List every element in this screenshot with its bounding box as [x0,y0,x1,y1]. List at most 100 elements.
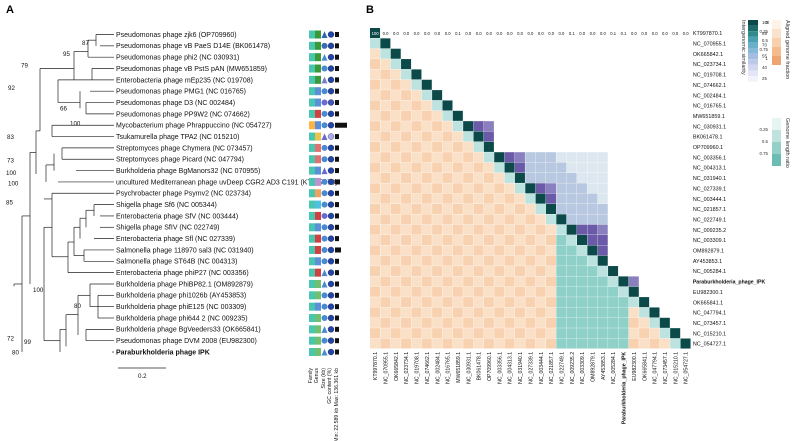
heatmap-cell [659,286,670,297]
heatmap-cell [659,203,670,214]
heatmap-cell [432,266,443,277]
heatmap-cell [494,214,505,225]
heatmap-cell [618,193,629,204]
heatmap-cell [628,131,639,142]
heatmap-cell [628,338,639,349]
heatmap-cell [597,162,608,173]
heatmap-cell [566,307,577,318]
scale-bar: 0.2 [118,367,166,380]
heatmap-cell [452,172,463,183]
heatmap-cell [504,203,515,214]
heatmap-cell [494,255,505,266]
heatmap-cell [545,59,556,70]
legend-swatch [772,29,781,38]
annotation-column-labels: Family Genus Size (kb) GC content (%) Min: 2… [308,368,340,441]
heatmap-cell [618,121,629,132]
heatmap-cell [421,276,432,287]
heatmap-cell [432,276,443,287]
heatmap-cell [494,203,505,214]
heatmap-cell [421,183,432,194]
heatmap-cell [463,214,474,225]
heatmap-cell [504,193,515,204]
heatmap-cell [442,172,453,183]
heatmap-cell [535,183,546,194]
heatmap-cell [442,193,453,204]
heatmap-cell [608,297,619,308]
heatmap-cell [370,338,381,349]
heatmap-cell [680,141,691,152]
heatmap-cell [370,317,381,328]
legend-swatch [772,47,781,56]
heatmap-column-label: NC_047794.1 [653,352,659,384]
heatmap-cell [514,110,525,121]
heatmap-row-label: NC_047794.1 [693,311,726,317]
legend-swatch [748,20,758,26]
heatmap-cell [659,328,670,339]
heatmap-cell [473,224,484,235]
heatmap-cell [494,245,505,256]
heatmap-cell [597,100,608,111]
heatmap-cell [473,172,484,183]
heatmap-cell [535,141,546,152]
heatmap-cell [432,69,443,80]
heatmap-cell [452,297,463,308]
heatmap-cell [463,338,474,349]
family-cell [309,245,315,254]
heatmap-row-label: NC_002484.1 [693,93,726,99]
heatmap-cell [566,276,577,287]
heatmap-cell [649,100,660,111]
heatmap-column-label: OK665842.1 [394,352,400,381]
tree-leaf-label: Shigella phage Sf6 (NC 005344) [116,202,217,209]
heatmap-cell [473,328,484,339]
heatmap-cell [463,297,474,308]
heatmap-cell [535,38,546,49]
heatmap-cell [452,48,463,59]
heatmap-cell [380,297,391,308]
heatmap-cell [380,48,391,59]
heatmap-cell [659,152,670,163]
family-cell [309,314,315,322]
heatmap-cell [411,141,422,152]
heatmap-cell [587,224,598,235]
heatmap-cell [525,79,536,90]
heatmap-cell [463,79,474,90]
heatmap-cell [370,286,381,297]
legend-swatch [748,53,758,60]
heatmap-cell [432,214,443,225]
heatmap-cell [504,110,515,121]
heatmap-cell [432,38,443,49]
heatmap-cell [483,297,494,308]
bootstrap-value: 92 [8,85,15,92]
heatmap-cell [411,90,422,101]
heatmap-cell [463,48,474,59]
gc-marker [327,269,335,276]
heatmap-cell [597,203,608,214]
heatmap-cell [680,286,691,297]
heatmap-cell [587,266,598,277]
heatmap-value: 0.1 [569,31,575,36]
heatmap-cell [587,328,598,339]
heatmap-cell [535,235,546,246]
heatmap-cell [628,317,639,328]
heatmap-cell [535,121,546,132]
heatmap-cell [421,235,432,246]
heatmap-cell [587,276,598,287]
heatmap-cell [380,266,391,277]
heatmap-cell [442,286,453,297]
heatmap-cell [401,245,412,256]
heatmap-cell [659,48,670,59]
heatmap-cell [483,214,494,225]
genus-cell [315,87,321,96]
heatmap-cell [525,38,536,49]
heatmap-cell [670,203,681,214]
heatmap-cell [628,266,639,277]
gc-marker [327,167,335,174]
family-cell [309,291,315,300]
heatmap-cell [380,38,391,49]
heatmap-cell [432,48,443,59]
heatmap-cell [608,328,619,339]
bootstrap-value: 100 [33,287,44,294]
heatmap-cell [452,276,463,287]
heatmap-cell [401,162,412,173]
gc-marker [327,65,335,72]
